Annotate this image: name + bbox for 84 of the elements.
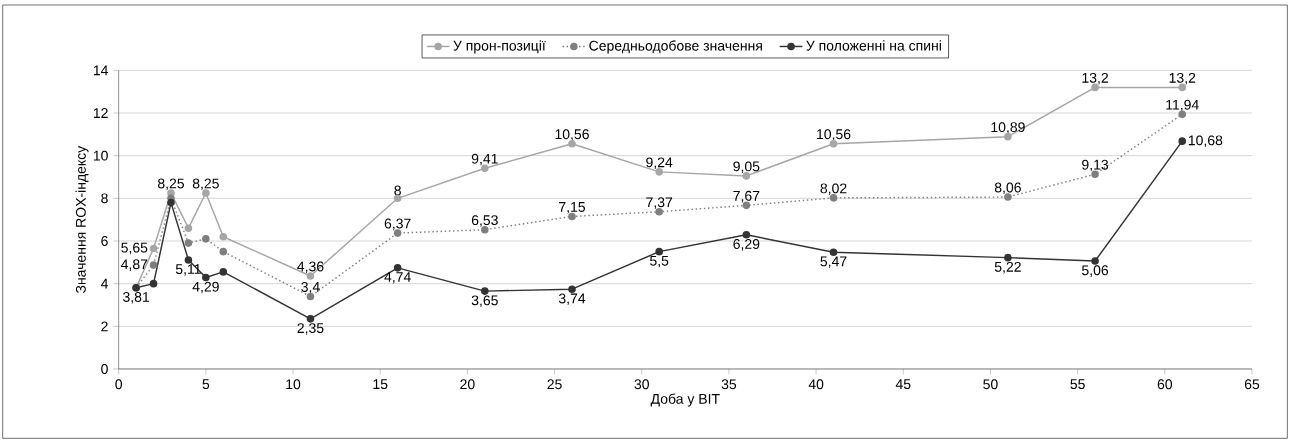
point <box>1178 137 1187 145</box>
y-tick-label: 14 <box>93 65 108 76</box>
x-tick-label: 40 <box>808 379 824 390</box>
data-label: 10,68 <box>1188 135 1223 147</box>
y-tick-label: 2 <box>101 321 108 332</box>
data-label: 5,22 <box>994 261 1021 274</box>
y-tick-label: 0 <box>101 364 108 374</box>
data-label: 3,65 <box>471 295 498 307</box>
x-tick-label: 20 <box>460 379 475 390</box>
x-tick-label: 55 <box>1070 379 1085 390</box>
y-tick-label: 4 <box>100 278 108 289</box>
data-label: 3,74 <box>558 293 586 306</box>
data-label: 9,41 <box>471 153 498 166</box>
point <box>219 232 228 241</box>
point <box>306 315 315 323</box>
point <box>167 198 175 207</box>
y-tick-label: 10 <box>93 150 108 161</box>
point <box>184 224 193 232</box>
point <box>219 247 228 256</box>
point <box>393 264 402 272</box>
data-label: 4,87 <box>121 259 148 271</box>
x-tick-label: 10 <box>286 379 301 390</box>
x-tick-label: 15 <box>373 379 388 390</box>
data-label: 13,2 <box>1082 72 1108 85</box>
data-label: 8,25 <box>192 178 219 191</box>
data-label: 8,25 <box>157 178 185 191</box>
data-label: 7,67 <box>733 190 760 203</box>
x-tick-label: 0 <box>115 379 123 390</box>
data-label: 6,29 <box>733 239 760 251</box>
data-label: 3,4 <box>301 281 320 294</box>
x-tick-label: 25 <box>547 379 562 390</box>
x-tick-label: 30 <box>634 379 649 390</box>
data-label: 9,05 <box>733 161 760 173</box>
point <box>742 231 751 239</box>
data-label: 3,81 <box>123 291 150 304</box>
x-tick-label: 65 <box>1244 379 1260 390</box>
legend-label: У положенні на спині <box>806 40 941 51</box>
data-label: 4,74 <box>384 272 411 284</box>
point <box>149 244 158 253</box>
legend-label: У прон-позиції <box>453 40 546 54</box>
data-label: 13,2 <box>1169 72 1196 85</box>
x-tick-label: 5 <box>202 379 210 390</box>
data-label: 6,37 <box>384 218 411 231</box>
point <box>1004 253 1012 262</box>
data-label: 5,65 <box>121 242 148 255</box>
point <box>184 256 193 264</box>
x-tick-label: 50 <box>983 379 998 390</box>
data-label: 5,47 <box>820 256 847 268</box>
data-label: 8 <box>394 185 401 196</box>
y-tick-label: 8 <box>101 193 108 204</box>
data-label: 10,89 <box>991 122 1025 134</box>
data-label: 5,5 <box>650 255 669 268</box>
data-label: 4,36 <box>297 261 324 274</box>
y-axis-title: Значення ROX-індексу <box>75 145 89 294</box>
point <box>1091 257 1099 265</box>
x-tick-label: 60 <box>1157 379 1173 390</box>
data-label: 7,37 <box>646 197 673 209</box>
y-tick-label: 12 <box>93 108 108 118</box>
data-label: 5,11 <box>175 264 201 276</box>
data-label: 8,02 <box>820 183 847 195</box>
data-label: 10,56 <box>817 129 851 141</box>
x-tick-label: 45 <box>895 379 911 390</box>
data-label: 5,06 <box>1082 265 1109 277</box>
point <box>481 287 489 295</box>
legend-label: Середньодобове значення <box>589 40 762 54</box>
data-label: 8,06 <box>994 182 1021 195</box>
data-label: 10,56 <box>555 129 589 141</box>
point <box>202 235 210 243</box>
point <box>184 239 193 247</box>
data-label: 4,29 <box>192 281 219 294</box>
point <box>149 279 158 288</box>
data-label: 7,15 <box>559 202 586 214</box>
data-label: 2,35 <box>297 323 324 335</box>
data-label: 9,13 <box>1082 159 1109 172</box>
data-label: 9,24 <box>646 157 673 169</box>
data-label: 6,53 <box>471 215 498 227</box>
x-axis-title: Доба у ВІТ <box>650 393 720 407</box>
point <box>393 194 402 203</box>
data-label: 11,94 <box>1166 99 1199 112</box>
point <box>219 268 228 276</box>
x-tick-label: 35 <box>721 379 737 390</box>
point <box>655 247 663 256</box>
point <box>149 261 158 269</box>
y-tick-label: 6 <box>101 236 108 246</box>
